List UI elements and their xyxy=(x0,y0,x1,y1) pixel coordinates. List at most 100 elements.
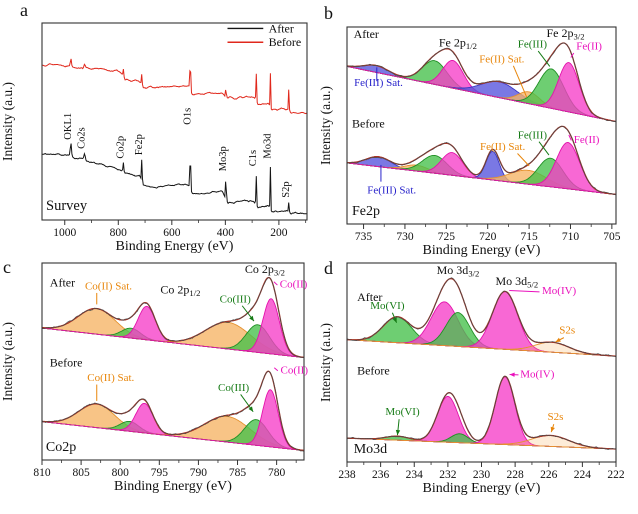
annotation-label: Co(III) xyxy=(218,382,249,394)
annotation-label: Fe(III) xyxy=(518,39,548,51)
annotation-label: Fe(II) Sat. xyxy=(480,141,525,153)
panel-c-chart: c After Co(II) Sat. Co 2p1/2 Co 2p3/2 Co(II) C… xyxy=(0,257,309,494)
tick-label: 725 xyxy=(438,231,456,243)
tick-label: 720 xyxy=(479,231,497,243)
legend-label: After xyxy=(269,21,294,35)
tick-label: 785 xyxy=(229,467,247,479)
arrow-head xyxy=(248,406,254,412)
tick-label: 200 xyxy=(270,227,288,239)
tick-label: 800 xyxy=(112,467,130,479)
annotation-label: Fe 2p1/2 xyxy=(439,36,477,52)
plot-area xyxy=(347,42,616,196)
arrow-head xyxy=(550,426,555,433)
tick-label: 232 xyxy=(439,469,457,481)
annotation-label: Fe2p xyxy=(352,204,380,219)
axis-label-y: Intensity (a.u.) xyxy=(319,86,333,165)
fit-peak-magenta xyxy=(347,62,616,123)
tick-label: 234 xyxy=(406,469,424,481)
panel-letter: c xyxy=(3,257,11,277)
fit-peak-magenta xyxy=(347,142,616,195)
tick-label: 230 xyxy=(473,469,491,481)
panel-letter: d xyxy=(324,258,333,278)
tick-label: 600 xyxy=(163,227,181,239)
annotation-label: Co2p xyxy=(46,440,76,455)
annotation-label: Fe(II) Sat. xyxy=(479,54,524,66)
annotation-label: Before xyxy=(50,355,83,369)
panel-letter: b xyxy=(324,3,333,23)
annotation-label: S2s xyxy=(559,325,575,337)
tick-label: 735 xyxy=(355,231,373,243)
panel-d-chart: d After Mo 3d3/2 Mo 3d5/2 Mo(VI) Mo(IV) S2s Bef… xyxy=(318,258,625,496)
peak-label: C1s xyxy=(248,150,259,166)
tick-label: 715 xyxy=(520,231,538,243)
annotation-label: Co(II) xyxy=(281,364,309,376)
axis-label-y: Intensity (a.u.) xyxy=(0,322,15,401)
tick-label: 710 xyxy=(562,231,580,243)
annotation-label: Co(II) Sat. xyxy=(87,372,134,384)
annotation-label: Fe 2p3/2 xyxy=(546,26,584,42)
annotation-connector xyxy=(568,134,572,141)
peak-label: O1s xyxy=(182,108,193,125)
tick-label: 222 xyxy=(607,469,625,481)
tick-label: 400 xyxy=(217,227,235,239)
arrow-head xyxy=(395,429,401,436)
annotation-connector xyxy=(512,65,528,98)
axis-label-x: Binding Energy (eV) xyxy=(423,243,541,257)
axis-label-x: Binding Energy (eV) xyxy=(114,479,232,494)
plot-box xyxy=(346,26,617,225)
annotation-label: Fe(II) xyxy=(574,134,600,146)
annotation-label: After xyxy=(357,290,382,304)
tick-label: 730 xyxy=(396,231,414,243)
annotation-label: Survey xyxy=(46,198,88,214)
survey-curve-before xyxy=(42,58,307,115)
annotation-label: After xyxy=(50,276,75,290)
annotation-label: Fe(III) xyxy=(518,129,548,141)
axis-label-x: Binding Energy (eV) xyxy=(116,239,234,254)
tick-label: 705 xyxy=(603,231,621,243)
tick-label: 795 xyxy=(151,467,169,479)
plot-area xyxy=(347,277,616,450)
panel-c-co2p-spectrum: c After Co(II) Sat. Co 2p1/2 Co 2p3/2 Co(II) C… xyxy=(0,257,319,514)
tick-label: 810 xyxy=(33,467,51,479)
fit-peak-magenta xyxy=(42,389,304,451)
annotation-label: Mo(VI) xyxy=(385,406,420,418)
annotation-label: Co 2p1/2 xyxy=(160,283,200,299)
annotation-label: Fe(III) Sat. xyxy=(354,77,403,89)
peak-label: S2p xyxy=(281,181,292,197)
annotation-connector xyxy=(273,367,279,372)
annotation-label: Before xyxy=(357,363,390,377)
data-curve xyxy=(347,375,616,450)
peak-label: Mo3d xyxy=(262,133,273,159)
plot-box xyxy=(41,262,305,461)
annotation-connector xyxy=(509,289,540,293)
tick-label: 780 xyxy=(268,467,286,479)
annotation-connector xyxy=(517,153,530,167)
peak-label: Fe2p xyxy=(134,134,145,155)
annotation-label: Co(II) Sat. xyxy=(85,281,132,293)
annotation-connector xyxy=(273,281,278,286)
panel-b-fe2p-spectrum: b After Fe 2p1/2 Fe 2p3/2 Fe(III) Fe(II) Fe(II… xyxy=(318,0,638,258)
annotation-connector xyxy=(570,52,575,58)
annotation-label: Co 2p3/2 xyxy=(245,262,285,278)
tick-label: 224 xyxy=(574,469,592,481)
tick-label: 805 xyxy=(72,467,90,479)
annotation-connector xyxy=(538,141,550,156)
annotation-label: Mo(IV) xyxy=(520,368,555,380)
annotation-label: Mo 3d3/2 xyxy=(437,263,480,279)
tick-label: 800 xyxy=(110,227,128,239)
peak-label: Mo3p xyxy=(218,146,229,171)
tick-label: 790 xyxy=(190,467,208,479)
tick-label: 228 xyxy=(507,469,525,481)
data-curve xyxy=(347,277,616,358)
plot-area xyxy=(42,276,304,452)
axis-label-x: Binding Energy (eV) xyxy=(423,481,541,496)
tick-label: 226 xyxy=(540,469,558,481)
annotation-label: Before xyxy=(352,117,385,131)
fit-peak-orange xyxy=(347,339,616,357)
annotation-label: Fe(III) Sat. xyxy=(367,185,416,197)
axis-label-y: Intensity (a.u.) xyxy=(319,323,333,402)
annotation-label: Co(III) xyxy=(220,293,251,305)
arrow-head xyxy=(509,372,515,377)
